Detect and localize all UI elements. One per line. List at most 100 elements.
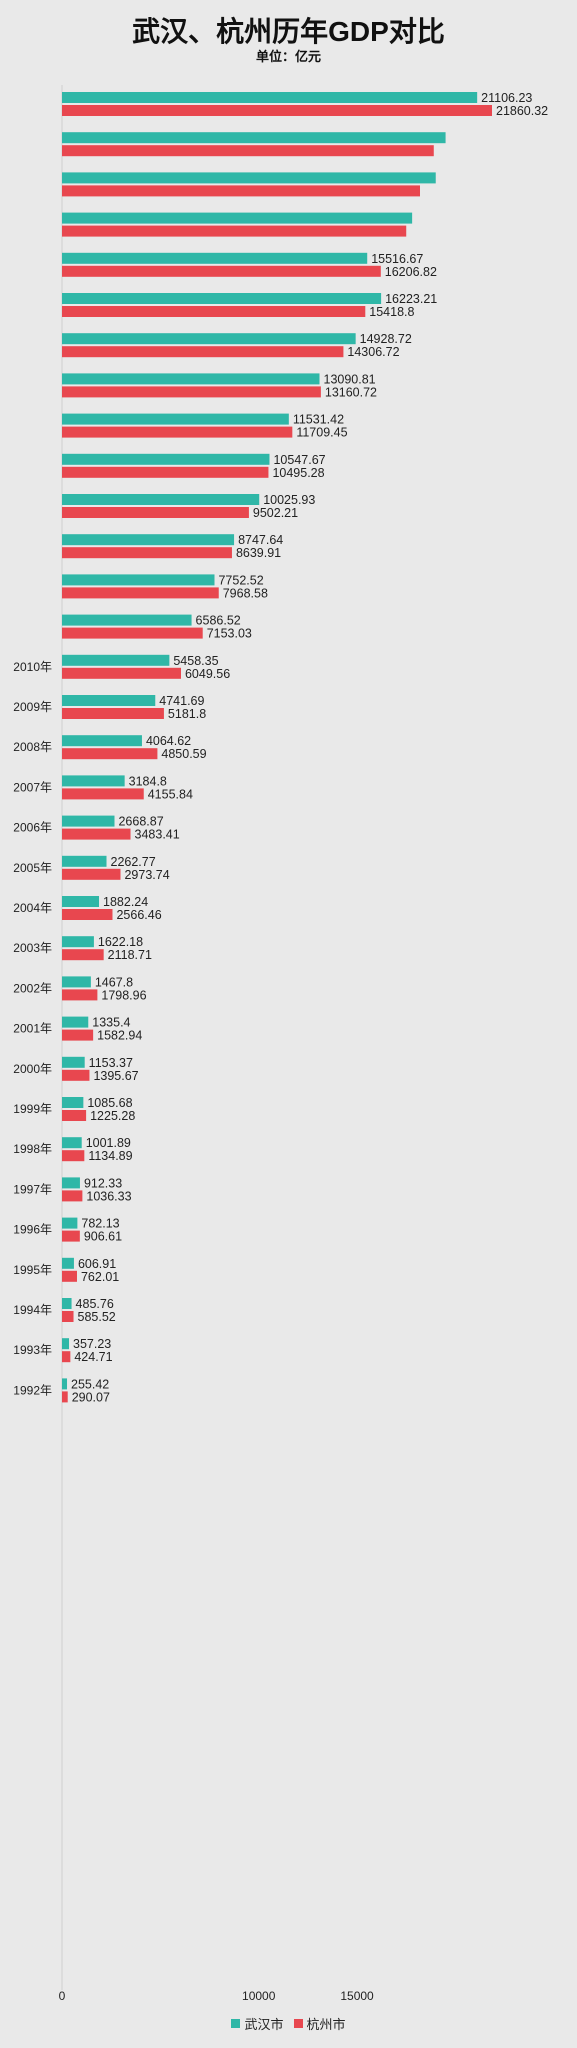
- category-label: 1998年: [13, 1142, 52, 1156]
- category-label: 2008年: [13, 740, 52, 754]
- value-label-wuhan: 10547.67: [273, 453, 325, 467]
- bar-wuhan: [62, 92, 478, 103]
- value-label-hangzhou: 1134.89: [88, 1149, 132, 1163]
- bar-hangzhou: [62, 708, 164, 719]
- value-label-hangzhou: 585.52: [78, 1310, 116, 1324]
- value-label-hangzhou: 4850.59: [161, 747, 206, 761]
- bar-hangzhou: [62, 667, 181, 679]
- bar-hangzhou: [62, 507, 249, 518]
- value-label-wuhan: 11531.42: [293, 413, 344, 427]
- bar-wuhan: [62, 1056, 85, 1068]
- bar-hangzhou: [62, 1069, 90, 1081]
- value-label-wuhan: 1335.4: [92, 1016, 130, 1030]
- value-label-wuhan: 10025.93: [263, 493, 315, 507]
- bar-hangzhou: [62, 748, 158, 760]
- value-label-wuhan: 16223.21: [385, 292, 437, 306]
- category-label: 1995年: [13, 1263, 52, 1277]
- bar-hangzhou: [62, 909, 113, 920]
- bar-hangzhou: [62, 587, 219, 599]
- bar-wuhan: [62, 333, 356, 345]
- value-label-wuhan: 485.76: [76, 1297, 114, 1311]
- bar-wuhan: [62, 1378, 68, 1390]
- bar-wuhan: [62, 695, 156, 706]
- bar-hangzhou: [62, 346, 344, 358]
- bar-wuhan: [62, 735, 142, 747]
- bar-hangzhou: [62, 265, 381, 277]
- bar-hangzhou: [62, 1150, 85, 1162]
- bar-hangzhou: [62, 1190, 83, 1202]
- value-label-wuhan: 7752.52: [218, 573, 263, 587]
- value-label-wuhan: 606.91: [78, 1257, 116, 1271]
- bar-wuhan: [62, 775, 125, 787]
- value-label-hangzhou: 7153.03: [207, 627, 252, 641]
- value-label-hangzhou: 7968.58: [223, 586, 268, 600]
- category-label: 1999年: [13, 1102, 52, 1116]
- category-label: 2004年: [13, 901, 52, 915]
- bar-hangzhou: [62, 868, 121, 880]
- bar-hangzhou: [62, 547, 232, 559]
- value-label-hangzhou: 2973.74: [124, 868, 169, 882]
- value-label-wuhan: 4741.69: [159, 694, 204, 708]
- bar-wuhan: [62, 896, 100, 907]
- value-label-wuhan: 2262.77: [111, 855, 156, 869]
- bar-hangzhou: [62, 1391, 68, 1403]
- bar-wuhan: [62, 654, 170, 666]
- value-label-wuhan: 782.13: [81, 1217, 119, 1231]
- category-label: 2010年: [13, 660, 52, 674]
- x-tick-label: 15000: [340, 1989, 374, 2003]
- category-label: 1996年: [13, 1223, 52, 1237]
- bar-hangzhou: [62, 225, 407, 237]
- bar-wuhan: [62, 1257, 74, 1269]
- x-axis-ticks: 0 10000 15000: [59, 1989, 374, 2003]
- bar-hangzhou: [62, 949, 104, 961]
- category-label: 2001年: [13, 1022, 52, 1036]
- legend-item-wuhan[interactable]: 武汉市: [231, 2014, 284, 2033]
- bar-wuhan: [62, 976, 91, 988]
- value-label-hangzhou: 6049.56: [185, 667, 230, 681]
- value-label-wuhan: 1882.24: [103, 895, 148, 909]
- bar-wuhan: [62, 1137, 82, 1149]
- value-label-wuhan: 3184.8: [129, 774, 167, 788]
- value-label-hangzhou: 906.61: [84, 1230, 122, 1244]
- bar-hangzhou: [62, 386, 321, 398]
- bar-hangzhou: [62, 105, 492, 116]
- value-label-hangzhou: 14306.72: [347, 345, 399, 359]
- bar-wuhan: [62, 252, 368, 264]
- value-label-hangzhou: 2118.71: [108, 948, 152, 962]
- category-label: 2006年: [13, 821, 52, 835]
- bar-wuhan: [62, 132, 446, 144]
- value-label-wuhan: 1622.18: [98, 935, 143, 949]
- category-label: 1993年: [13, 1343, 52, 1357]
- value-label-wuhan: 1001.89: [86, 1136, 131, 1150]
- bar-hangzhou: [62, 1351, 71, 1363]
- category-label: 2002年: [13, 981, 52, 995]
- bar-wuhan: [62, 815, 115, 827]
- value-label-hangzhou: 424.71: [74, 1350, 112, 1364]
- category-label: 2003年: [13, 941, 52, 955]
- category-label: 2000年: [13, 1062, 52, 1076]
- value-label-hangzhou: 15418.8: [369, 305, 414, 319]
- legend-item-hangzhou[interactable]: 杭州市: [293, 2014, 346, 2033]
- bar-wuhan: [62, 614, 192, 626]
- bar-wuhan: [62, 172, 436, 184]
- value-label-hangzhou: 21860.32: [496, 104, 548, 118]
- value-label-hangzhou: 290.07: [72, 1390, 110, 1404]
- bar-wuhan: [62, 453, 270, 465]
- value-label-wuhan: 13090.81: [324, 372, 376, 386]
- bar-hangzhou: [62, 627, 203, 639]
- value-label-hangzhou: 16206.82: [385, 265, 437, 279]
- legend: 武汉市 杭州市: [0, 2014, 577, 2033]
- bar-wuhan: [62, 534, 235, 546]
- category-label: 1994年: [13, 1303, 52, 1317]
- bar-hangzhou: [62, 1110, 87, 1121]
- x-tick-label: 0: [59, 1989, 66, 2003]
- legend-swatch-hangzhou: [293, 2019, 303, 2028]
- value-label-hangzhou: 4155.84: [148, 787, 193, 801]
- value-label-wuhan: 6586.52: [196, 614, 241, 628]
- bar-wuhan: [62, 1016, 89, 1028]
- legend-swatch-wuhan: [231, 2019, 241, 2028]
- bar-wuhan: [62, 212, 413, 224]
- value-label-wuhan: 255.42: [71, 1377, 109, 1391]
- category-label: 2009年: [13, 700, 52, 714]
- bar-hangzhou: [62, 828, 131, 840]
